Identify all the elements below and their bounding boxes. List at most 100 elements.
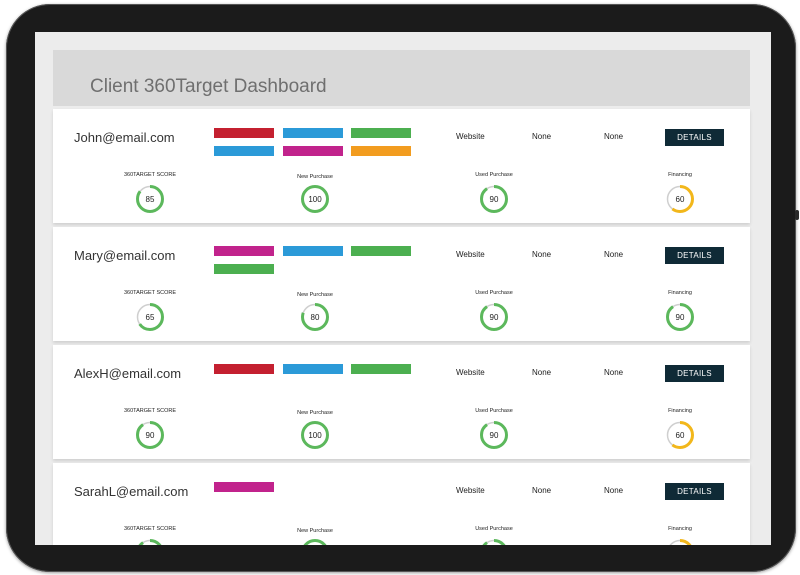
value-column: None	[604, 368, 624, 377]
tablet-side-button	[795, 210, 799, 220]
score-gauge: 60	[665, 538, 695, 545]
metric-label: Used Purchase	[475, 172, 513, 178]
metric-label: Financing	[668, 408, 692, 414]
segment-bar-green	[214, 264, 274, 274]
metric-label: Financing	[668, 526, 692, 532]
gauge-value: 85	[145, 194, 155, 204]
metric-label: 360TARGET SCORE	[123, 172, 177, 178]
client-email: AlexH@email.com	[74, 366, 182, 381]
gauge-arc	[301, 421, 329, 449]
metric-label: New Purchase	[297, 410, 333, 416]
gauge-ring	[480, 421, 508, 449]
client-email: Mary@email.com	[74, 248, 176, 263]
dashboard-header: Client 360Target Dashboard	[53, 50, 750, 106]
score-gauge: 100	[300, 184, 330, 214]
metric-label: 360TARGET SCORE	[123, 408, 177, 414]
score-gauge: 90	[479, 538, 509, 545]
segment-bar-green	[351, 364, 411, 374]
metric-label: New Purchase	[297, 528, 333, 534]
status-column: None	[532, 486, 552, 495]
gauge-arc	[301, 185, 329, 213]
score-gauge: 90	[479, 184, 509, 214]
score-gauge: 90	[135, 420, 165, 450]
gauge-ring	[480, 185, 508, 213]
website-column: Website	[456, 368, 485, 377]
gauge-value: 60	[675, 430, 685, 440]
gauge-arc	[301, 303, 329, 331]
details-button[interactable]: DETAILS	[665, 483, 724, 500]
segment-bar-blue	[214, 146, 274, 156]
gauge-arc	[666, 539, 694, 545]
client-card: Mary@email.com Website None None DETAILS 360T…	[53, 227, 750, 341]
gauge-arc	[480, 421, 508, 449]
gauge-arc	[480, 303, 508, 331]
website-column: Website	[456, 250, 485, 259]
gauge-value: 90	[489, 194, 499, 204]
value-column: None	[604, 486, 624, 495]
gauge-arc	[666, 303, 694, 331]
gauge-value: 100	[308, 430, 322, 440]
gauge-arc	[136, 303, 164, 331]
segment-bar-magenta	[214, 482, 274, 492]
gauge-ring	[136, 185, 164, 213]
gauge-ring	[666, 539, 694, 545]
score-gauge: 100	[300, 420, 330, 450]
gauge-ring	[480, 539, 508, 545]
score-gauge: 80	[300, 302, 330, 332]
segment-bar-green	[351, 128, 411, 138]
gauge-value: 100	[308, 194, 322, 204]
client-card: John@email.com Website None None DETAILS 360T…	[53, 109, 750, 223]
segment-bar-blue	[283, 246, 343, 256]
details-button[interactable]: DETAILS	[665, 129, 724, 146]
score-gauge: 90	[665, 302, 695, 332]
gauge-value: 90	[135, 538, 165, 545]
gauge-ring	[301, 303, 329, 331]
segment-bar-magenta	[283, 146, 343, 156]
gauge-value: 100	[300, 538, 330, 545]
client-email: SarahL@email.com	[74, 484, 189, 499]
gauge-arc	[136, 421, 164, 449]
gauge-value: 60	[665, 538, 695, 545]
website-column: Website	[456, 132, 485, 141]
gauge-value: 60	[675, 194, 685, 204]
details-button[interactable]: DETAILS	[665, 247, 724, 264]
gauge-ring	[301, 539, 329, 545]
segment-bar-orange	[351, 146, 411, 156]
segment-bar-blue	[283, 128, 343, 138]
gauge-arc	[480, 185, 508, 213]
gauge-value: 90	[479, 538, 509, 545]
score-gauge: 90	[135, 538, 165, 545]
gauge-ring	[301, 185, 329, 213]
score-gauge: 90	[479, 302, 509, 332]
metric-label: New Purchase	[297, 174, 333, 180]
gauge-arc	[136, 185, 164, 213]
score-gauge: 90	[479, 420, 509, 450]
status-column: None	[532, 132, 552, 141]
value-column: None	[604, 132, 624, 141]
details-button[interactable]: DETAILS	[665, 365, 724, 382]
client-email: John@email.com	[74, 130, 175, 145]
gauge-arc	[666, 421, 694, 449]
metric-label: 360TARGET SCORE	[123, 290, 177, 296]
metric-label: Financing	[668, 172, 692, 178]
metric-label: Used Purchase	[475, 408, 513, 414]
gauge-arc	[136, 539, 164, 545]
segment-bar-red	[214, 128, 274, 138]
gauge-arc	[301, 539, 329, 545]
score-gauge: 85	[135, 184, 165, 214]
metric-label: Used Purchase	[475, 526, 513, 532]
dashboard-screen: Client 360Target Dashboard John@email.co…	[35, 32, 771, 545]
score-gauge: 60	[665, 184, 695, 214]
gauge-arc	[480, 539, 508, 545]
status-column: None	[532, 250, 552, 259]
gauge-ring	[666, 421, 694, 449]
segment-bar-blue	[283, 364, 343, 374]
gauge-ring	[136, 421, 164, 449]
gauge-ring	[666, 303, 694, 331]
score-gauge: 65	[135, 302, 165, 332]
value-column: None	[604, 250, 624, 259]
metric-label: 360TARGET SCORE	[123, 526, 177, 532]
segment-bar-green	[351, 246, 411, 256]
gauge-value: 90	[145, 430, 155, 440]
gauge-value: 90	[675, 312, 685, 322]
